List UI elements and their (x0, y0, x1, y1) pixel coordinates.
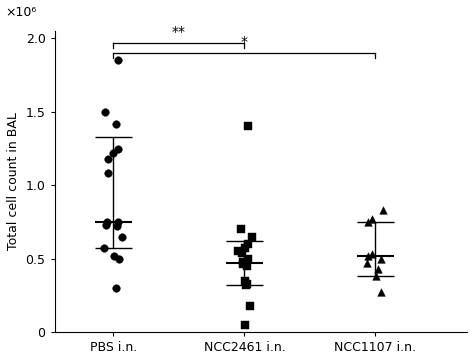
Point (363, 260, 371, 266)
Point (239, 259, 247, 265)
Point (245, 123, 252, 129)
Point (243, 281, 251, 287)
Point (115, 57, 122, 63)
Point (237, 226, 245, 232)
Point (243, 282, 250, 288)
Point (243, 263, 250, 269)
Point (248, 234, 256, 239)
Point (379, 207, 387, 213)
Point (109, 150, 117, 156)
Point (373, 273, 380, 279)
Point (101, 109, 109, 115)
Point (105, 156, 112, 162)
Point (368, 251, 375, 257)
Point (104, 171, 112, 177)
Point (241, 322, 248, 327)
Y-axis label: Total cell count in BAL: Total cell count in BAL (7, 113, 20, 251)
Point (112, 121, 120, 126)
Point (104, 219, 111, 225)
Point (241, 278, 248, 283)
Text: *: * (241, 35, 248, 49)
Point (118, 234, 126, 239)
Point (245, 241, 252, 247)
Point (378, 256, 385, 261)
Point (115, 256, 123, 261)
Point (100, 245, 108, 251)
Point (238, 250, 246, 256)
Point (114, 219, 122, 225)
Point (241, 245, 249, 251)
Point (368, 216, 376, 222)
Point (112, 285, 119, 291)
Text: ×10⁶: ×10⁶ (5, 6, 36, 19)
Point (234, 248, 242, 254)
Point (102, 222, 109, 228)
Point (239, 262, 247, 268)
Point (365, 253, 372, 258)
Text: **: ** (172, 25, 186, 39)
Point (246, 303, 254, 309)
Point (377, 290, 385, 295)
Point (244, 256, 251, 261)
Point (364, 219, 372, 225)
Point (114, 145, 122, 151)
Point (113, 223, 121, 229)
Point (374, 266, 382, 272)
Point (110, 253, 118, 258)
